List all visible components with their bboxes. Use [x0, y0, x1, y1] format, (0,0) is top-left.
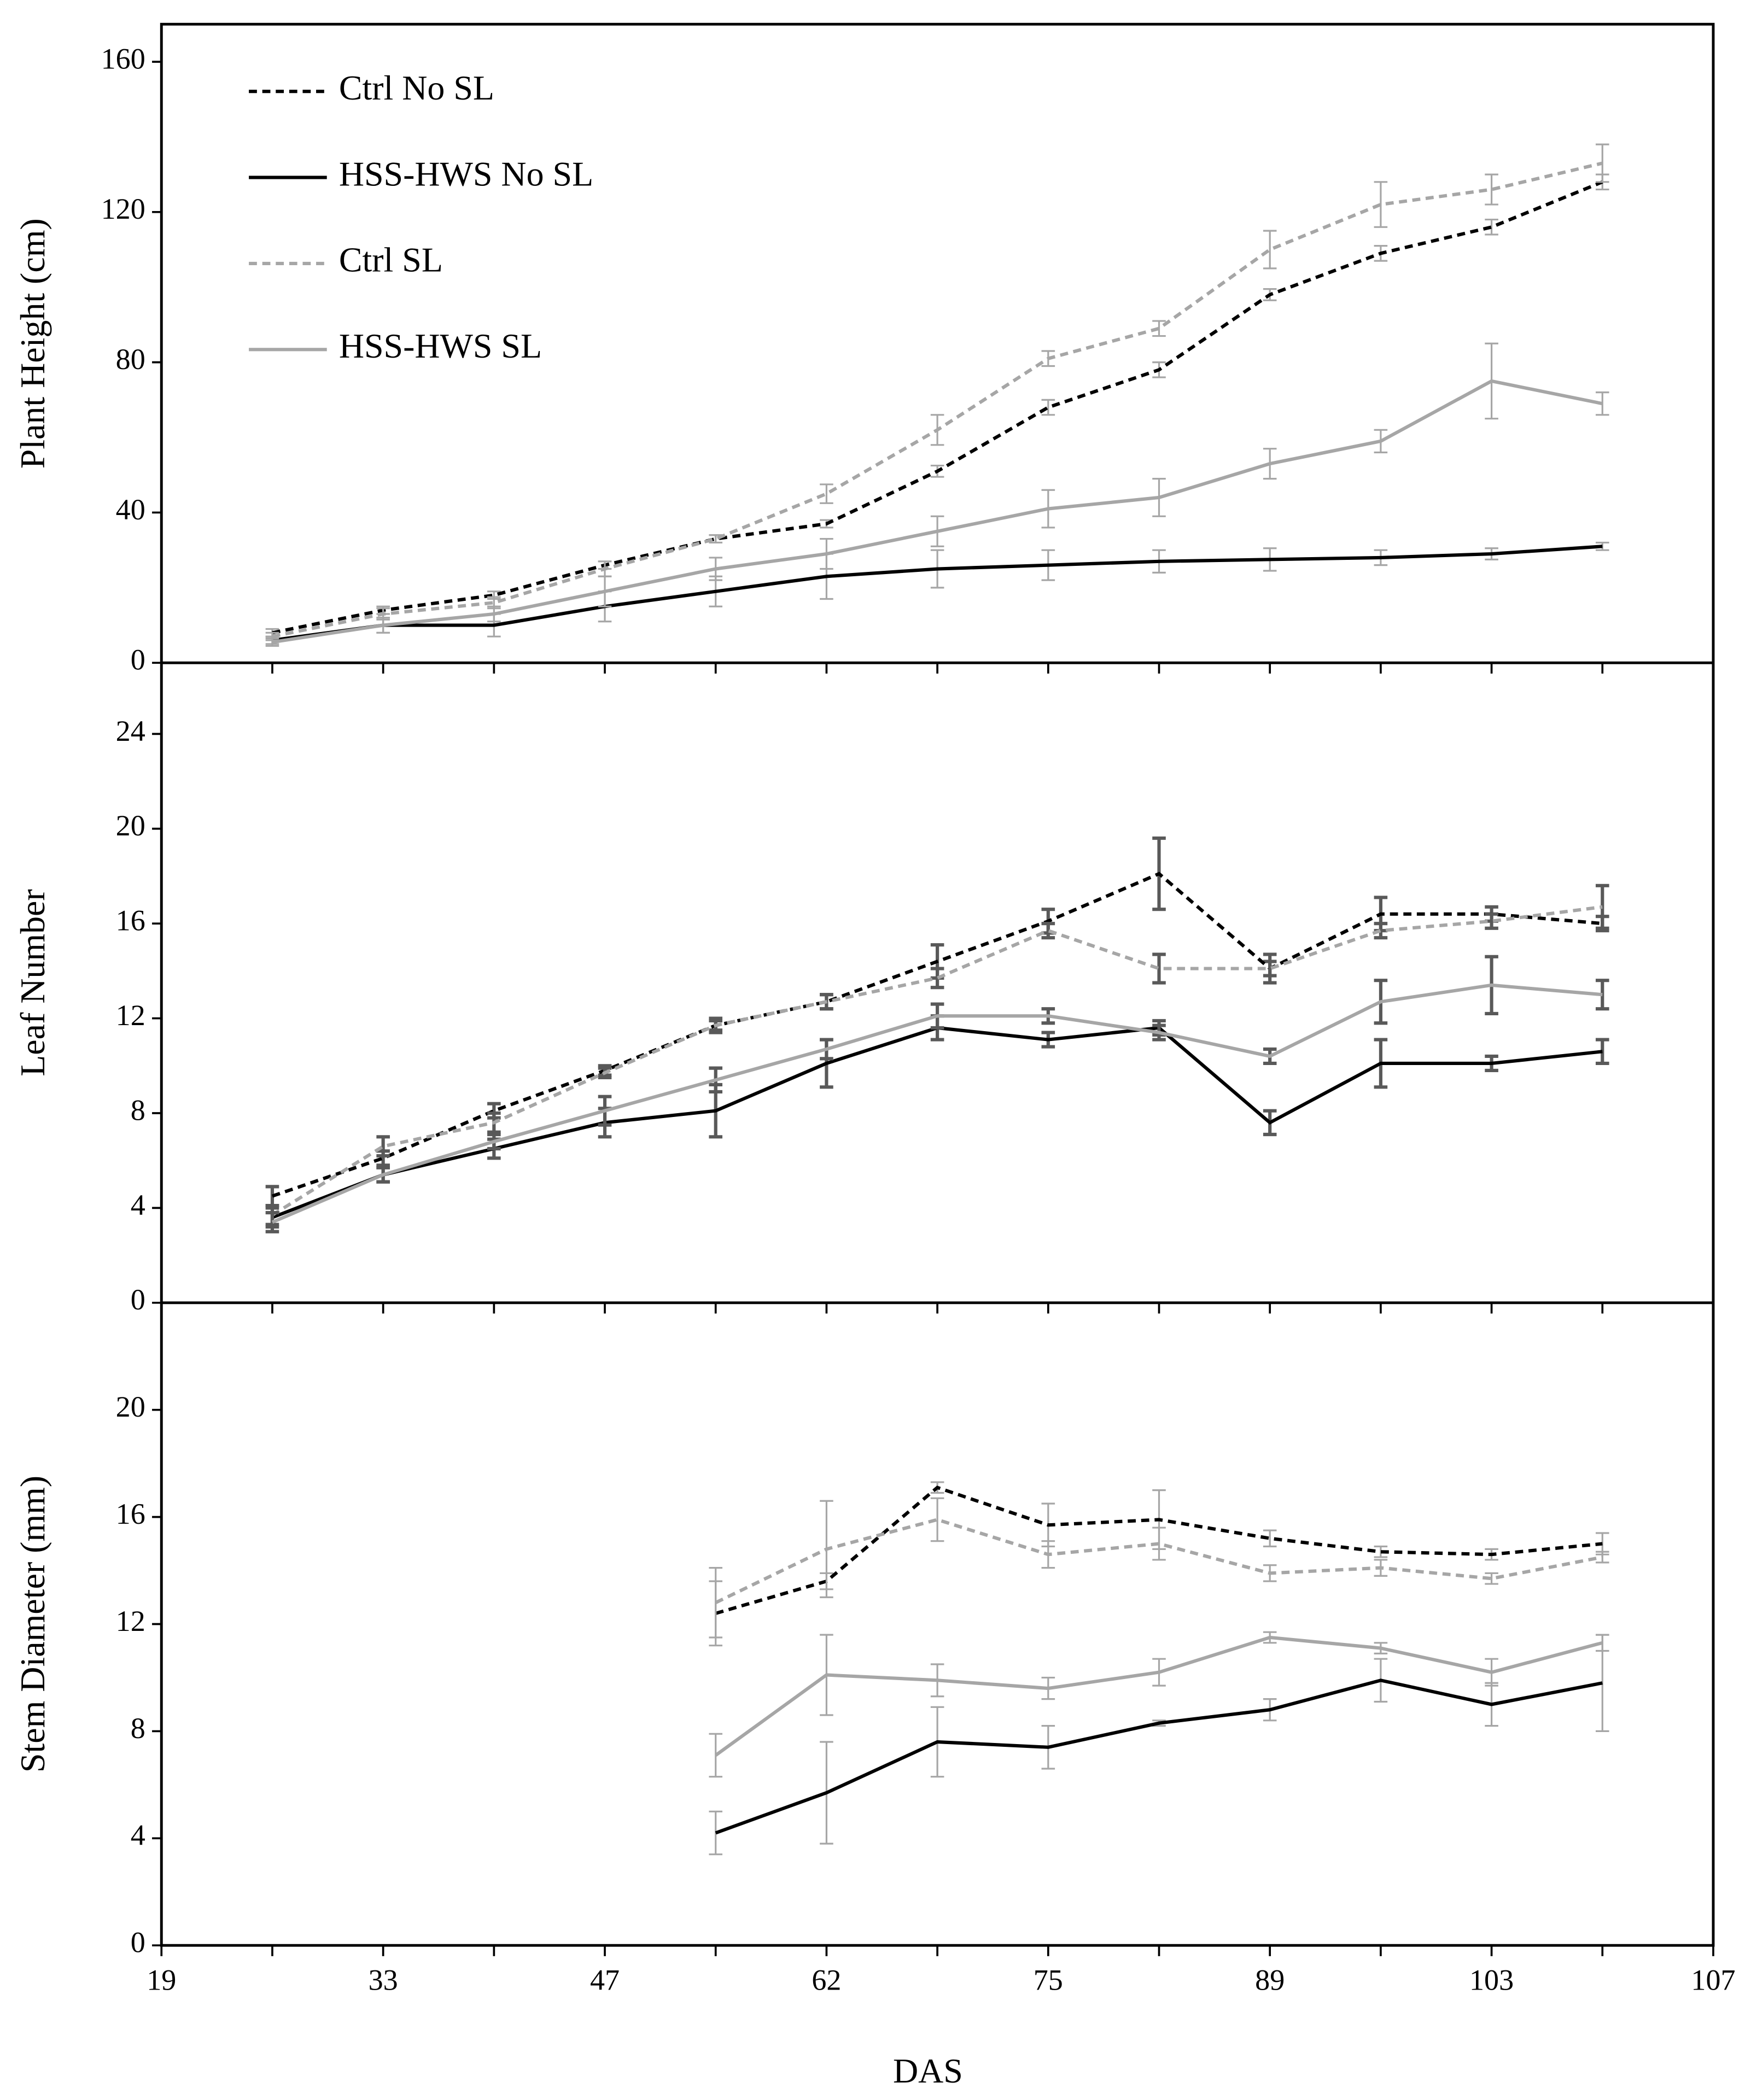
series-line [271, 983, 1603, 1224]
y-tick-label: 24 [116, 715, 145, 747]
legend-label: Ctrl No SL [339, 68, 494, 107]
y-tick-label: 8 [131, 1712, 145, 1745]
x-tick-label: 47 [590, 1963, 620, 1996]
y-tick-label: 4 [131, 1819, 145, 1852]
y-tick-label: 20 [116, 809, 145, 842]
plot-frame [160, 22, 1715, 1947]
legend-label: HSS-HWS No SL [339, 154, 593, 193]
error-bar [709, 534, 723, 544]
error-bar [1263, 1529, 1277, 1548]
y-tick-label: 4 [131, 1189, 145, 1221]
y-tick-label: 0 [131, 1283, 145, 1316]
series-line [715, 1485, 1603, 1615]
error-bar [1041, 922, 1055, 940]
error-bar [1263, 952, 1277, 985]
y-tick-label: 160 [101, 42, 145, 75]
error-bar [1152, 320, 1166, 337]
error-bar [1263, 230, 1277, 270]
error-bar [1152, 1526, 1166, 1561]
y-tick-label: 0 [131, 1926, 145, 1959]
x-tick-label: 19 [147, 1963, 176, 1996]
series-line [714, 1635, 1603, 1757]
series-line [715, 1678, 1603, 1835]
series-line [271, 905, 1603, 1217]
error-bar [376, 1135, 390, 1158]
error-bar [1485, 912, 1498, 930]
y-tick-label: 12 [116, 999, 145, 1032]
legend-label: HSS-HWS SL [339, 326, 542, 365]
error-bar [930, 967, 944, 990]
y-tick-label: 8 [131, 1093, 145, 1126]
series-line [272, 545, 1603, 642]
error-bar [1041, 399, 1055, 416]
series-line [272, 180, 1603, 635]
series-line [271, 871, 1603, 1198]
error-bar [1374, 1545, 1388, 1558]
error-bar [709, 1567, 723, 1639]
series-line [272, 161, 1603, 639]
y-tick-label: 0 [131, 644, 145, 676]
x-tick-label: 75 [1034, 1963, 1063, 1996]
y-tick-label: 120 [101, 192, 145, 225]
error-bar [1485, 173, 1498, 206]
y-tick-label: 16 [116, 904, 145, 937]
series-line [271, 1026, 1603, 1219]
y-tick-label: 16 [116, 1498, 145, 1530]
y-tick-label: 20 [116, 1390, 145, 1423]
y-tick-label: 40 [116, 493, 145, 526]
error-bar [1152, 952, 1166, 985]
y-axis-label: Stem Diameter (mm) [13, 1476, 52, 1773]
error-bar [930, 1497, 944, 1542]
error-bar [1485, 218, 1498, 236]
x-tick-label: 33 [369, 1963, 398, 1996]
series-line [272, 379, 1603, 644]
x-tick-label: 89 [1255, 1963, 1285, 1996]
y-tick-label: 80 [116, 343, 145, 376]
y-axis-label: Leaf Number [13, 889, 52, 1077]
x-tick-label: 62 [812, 1963, 841, 1996]
error-bar [1374, 922, 1388, 940]
x-tick-label: 107 [1691, 1963, 1735, 1996]
error-bar [709, 1733, 723, 1778]
y-tick-label: 12 [116, 1605, 145, 1637]
legend-label: Ctrl SL [339, 241, 443, 279]
error-bar [1485, 1572, 1498, 1585]
x-axis-label: DAS [893, 2051, 963, 2090]
x-tick-label: 103 [1469, 1963, 1514, 1996]
error-bar [820, 483, 833, 504]
y-axis-label: Plant Height (cm) [13, 218, 52, 469]
error-bar [1374, 181, 1388, 228]
